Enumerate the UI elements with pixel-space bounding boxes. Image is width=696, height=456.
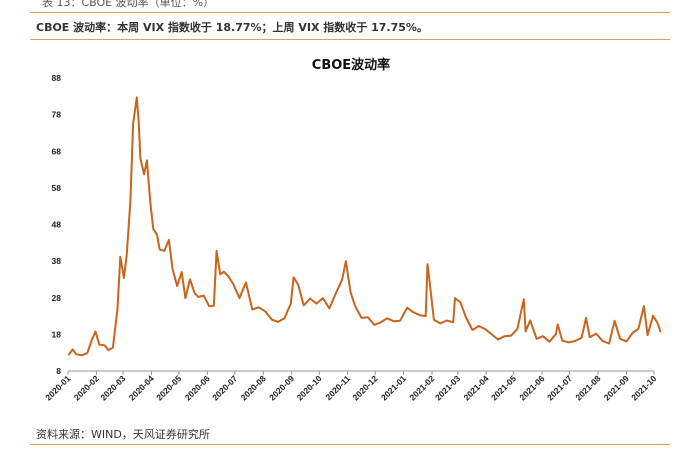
x-tick-label: 2021-07 [545, 373, 574, 402]
plot-area [67, 96, 662, 357]
y-tick-label: 68 [52, 146, 62, 156]
y-axis: 8 18 28 38 48 58 68 78 88 [52, 73, 62, 376]
y-tick-label: 78 [52, 110, 62, 120]
x-tick-label: 2020-07 [210, 373, 239, 402]
x-tick-label: 2021-05 [489, 373, 518, 402]
x-tick-label: 2020-08 [239, 373, 268, 402]
x-tick-label: 2021-01 [379, 373, 408, 402]
x-tick-label: 2020-06 [183, 373, 212, 402]
summary-divider [30, 39, 670, 40]
chart-title: CBOE波动率 [312, 57, 390, 73]
x-tick-label: 2021-09 [602, 373, 631, 402]
x-tick-label: 2020-01 [43, 373, 72, 402]
y-tick-label: 48 [52, 220, 62, 230]
y-tick-label: 38 [52, 256, 62, 266]
x-tick-label: 2020-02 [72, 373, 101, 402]
y-tick-label: 88 [52, 73, 62, 83]
bottom-divider [30, 444, 670, 445]
x-tick-label: 2020-05 [154, 373, 183, 402]
source-note: 资料来源：WIND，天风证券研究所 [36, 428, 210, 441]
x-tick-label: 2020-11 [323, 373, 352, 402]
x-tick-label: 2021-08 [573, 373, 602, 402]
y-tick-label: 18 [52, 329, 62, 339]
y-tick-label: 28 [52, 293, 62, 303]
x-tick-label: 2020-10 [295, 373, 324, 402]
x-tick-label: 2020-09 [267, 373, 296, 402]
x-tick-label: 2020-12 [350, 373, 379, 402]
x-tick-label: 2021-02 [407, 373, 436, 402]
vix-series-line [67, 96, 662, 357]
table-caption: 表 13：CBOE 波动率（单位：%） [42, 0, 215, 9]
x-tick-label: 2020-03 [98, 373, 127, 402]
x-tick-label: 2021-04 [461, 373, 490, 402]
y-tick-label: 58 [52, 183, 62, 193]
y-tick-label: 8 [56, 366, 61, 376]
top-divider [30, 12, 670, 13]
x-tick-label: 2021-10 [629, 373, 658, 402]
x-tick-label: 2020-04 [127, 373, 156, 402]
x-tick-label: 2021-06 [517, 373, 546, 402]
summary-text: CBOE 波动率：本周 VIX 指数收于 18.77%；上周 VIX 指数收于 … [36, 21, 428, 34]
x-tick-label: 2021-03 [433, 373, 462, 402]
